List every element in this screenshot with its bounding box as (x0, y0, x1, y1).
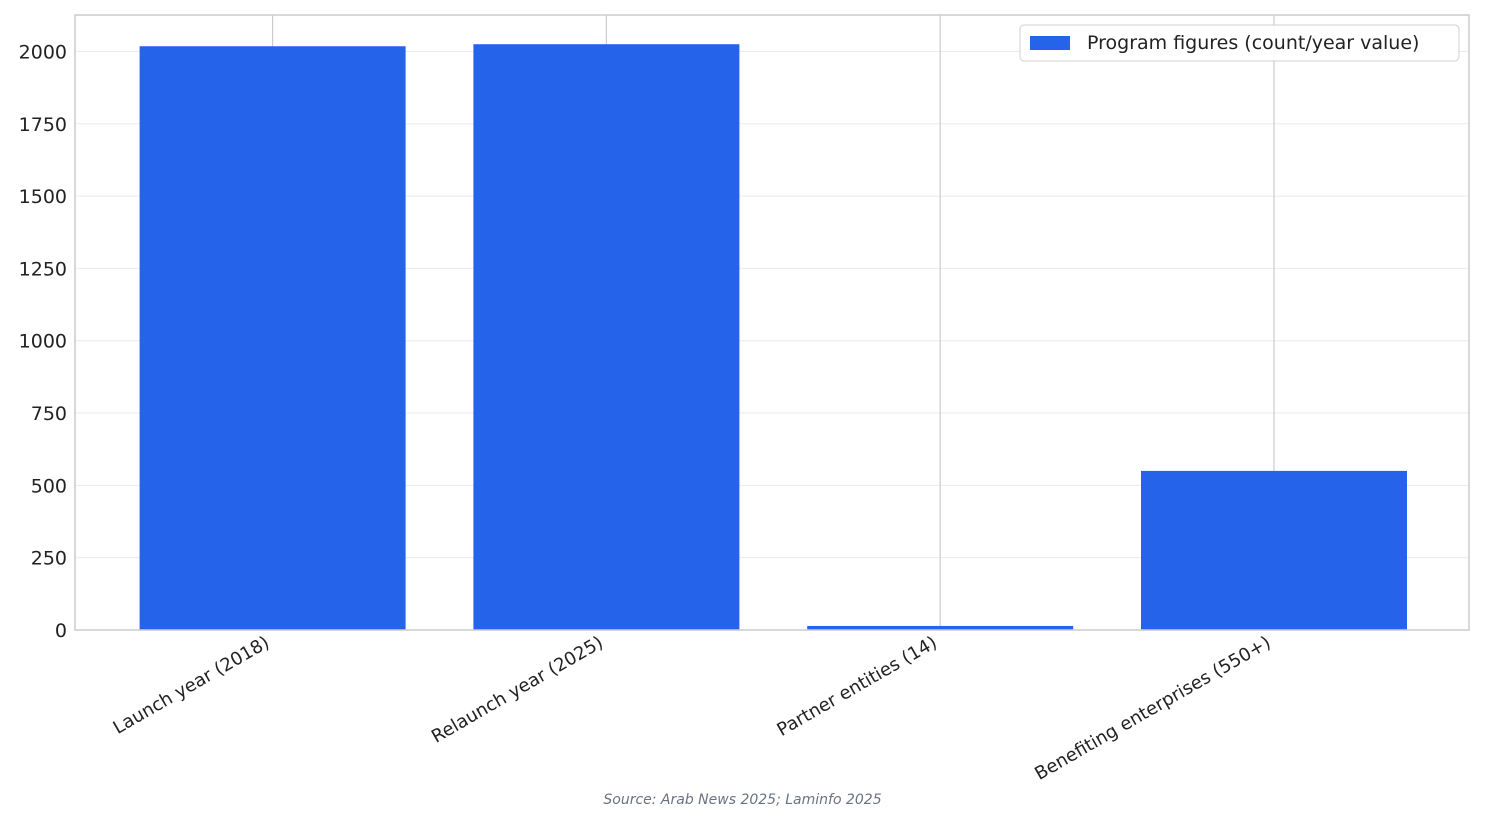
legend-box (1019, 24, 1460, 62)
y-tick-label: 2000 (19, 41, 67, 63)
bar (807, 625, 1074, 630)
legend-swatch (1030, 36, 1070, 50)
y-tick-label: 0 (55, 620, 67, 642)
plot-frame (74, 14, 1470, 631)
bar (139, 46, 406, 631)
legend: Program figures (count/year value) (1019, 24, 1460, 62)
y-tick-label: 750 (31, 403, 67, 425)
bar (1141, 470, 1407, 630)
y-tick-label: 1500 (19, 186, 67, 208)
bars-layer (139, 44, 1407, 631)
y-tick-label: 250 (31, 548, 67, 570)
legend-label: Program figures (count/year value) (1087, 32, 1419, 54)
y-tick-label: 1000 (19, 331, 67, 353)
y-tick-label: 1250 (19, 258, 67, 280)
source-note: Source: Arab News 2025; Laminfo 2025 (603, 792, 882, 808)
y-tick-label: 500 (31, 475, 67, 497)
y-axis-ticks: 0 250 500 750 1000 1250 1500 1750 2000 (19, 41, 67, 642)
y-tick-label: 1750 (19, 114, 67, 136)
bar (473, 44, 740, 630)
